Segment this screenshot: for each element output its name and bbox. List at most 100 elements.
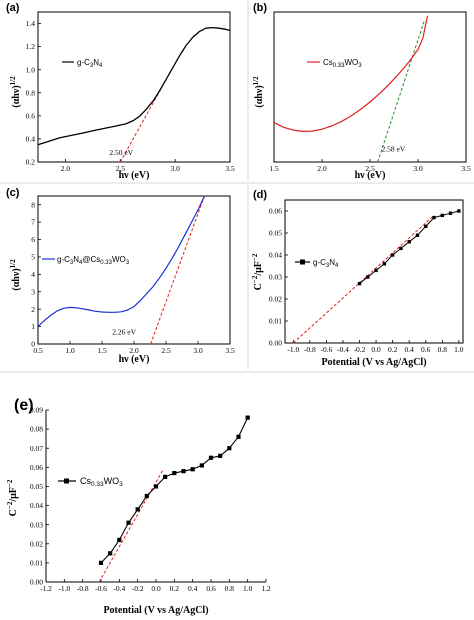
ticks: -1.0 -0.8 -0.6 -0.4 -0.2 0.0 0.2 0.4 0.6 0.8 1.0 0.… xyxy=(269,207,464,354)
legend-marker xyxy=(300,259,305,265)
y-tick-label: 0.6 xyxy=(26,111,36,120)
legend-label: Cs0.33WO3 xyxy=(80,476,123,488)
y-tick-label: 0.00 xyxy=(30,578,43,587)
data-point xyxy=(218,453,223,458)
y-tick-label: 1 xyxy=(31,322,35,331)
y-tick-label: 3 xyxy=(31,287,35,296)
plot-frame xyxy=(37,11,231,163)
x-tick-label: 2.5 xyxy=(161,346,171,355)
data-point xyxy=(382,262,387,266)
legend-marker xyxy=(64,478,69,484)
y-tick-label: 0.08 xyxy=(30,425,43,434)
y-tick-label: 2 xyxy=(31,305,35,314)
x-tick-label: -1.0 xyxy=(58,584,70,593)
panel-c: 0.5 1.0 1.5 2.0 2.5 3.0 3.5 0 1 2 3 4 5 6 7 8 2.26 eV (… xyxy=(6,187,235,365)
panel-label: (d) xyxy=(253,189,267,201)
x-tick-label: 1.2 xyxy=(261,584,271,593)
panel-a: 2.0 2.5 3.0 3.5 0.2 0.4 0.6 0.8 1.0 1.2 1.4 2.50 e… xyxy=(6,2,235,181)
y-tick-label: 0.04 xyxy=(269,251,282,260)
data-point xyxy=(227,446,232,451)
x-tick-label: 0.2 xyxy=(170,584,180,593)
x-tick-label: 3.0 xyxy=(193,346,203,355)
fit-line xyxy=(98,468,164,583)
fit-line xyxy=(150,195,205,345)
data-point xyxy=(245,415,250,420)
data-point xyxy=(126,520,131,525)
x-tick-label: -0.4 xyxy=(337,345,349,354)
x-tick-label: 1.5 xyxy=(269,164,279,173)
data-point xyxy=(199,463,204,468)
x-tick-label: -0.6 xyxy=(320,345,332,354)
y-axis-label: (αhν)1/2 xyxy=(252,76,265,108)
annotation: 2.26 eV xyxy=(112,327,136,336)
x-tick-label: 0.0 xyxy=(151,584,161,593)
x-tick-label: -1.0 xyxy=(287,345,299,354)
x-tick-label: 2.0 xyxy=(317,164,327,173)
data-point xyxy=(374,268,378,273)
y-axis-label: C−2/μF−2 xyxy=(251,253,264,290)
y-tick-label: 1.0 xyxy=(26,65,36,74)
panel-label: (e) xyxy=(14,397,34,414)
x-axis-label: hν (eV) xyxy=(119,170,150,181)
y-tick-label: 0 xyxy=(31,340,35,349)
plot-area: 2.50 eV xyxy=(37,26,231,163)
data-point xyxy=(440,213,445,218)
x-tick-label: 2.5 xyxy=(116,164,126,173)
panel-b: 1.5 2.0 2.5 3.0 3.5 2.58 eV (b) hν (eV) (αhν… xyxy=(252,2,471,181)
y-tick-label: 0.06 xyxy=(30,463,43,472)
y-tick-label: 6 xyxy=(31,235,35,244)
legend-label: g-C3N4 xyxy=(77,58,103,69)
data-point xyxy=(457,209,461,213)
x-tick-label: -0.8 xyxy=(77,584,89,593)
y-axis-label: (αhν)1/2 xyxy=(9,259,22,291)
plot-frame xyxy=(284,199,464,344)
x-tick-label: -1.2 xyxy=(40,584,52,593)
data-point xyxy=(399,246,403,251)
data-point xyxy=(366,275,370,279)
y-tick-label: 0.00 xyxy=(269,339,282,348)
y-tick-label: 0.03 xyxy=(269,273,282,282)
x-tick-label: -0.2 xyxy=(354,345,366,354)
panel-label: (b) xyxy=(253,2,267,14)
x-tick-label: 0.8 xyxy=(438,345,448,354)
y-tick-label: 7 xyxy=(31,218,35,227)
annotation: 2.58 eV xyxy=(382,145,406,154)
fit-line xyxy=(119,86,163,163)
y-tick-label: 8 xyxy=(31,200,35,209)
y-axis-label: C−2/μF−2 xyxy=(6,479,19,516)
data-point xyxy=(135,507,140,512)
data-point xyxy=(236,434,241,439)
plot-area: 2.26 eV xyxy=(37,195,205,345)
fit-line xyxy=(377,19,426,163)
data-point xyxy=(424,224,428,229)
x-axis-label: hν (eV) xyxy=(119,354,150,365)
legend-label: g-C3N4@Cs0.33WO3 xyxy=(57,255,130,266)
data-point xyxy=(190,467,195,472)
y-tick-label: 0.01 xyxy=(269,317,282,326)
x-axis-label: hν (eV) xyxy=(355,170,386,181)
plot-frame xyxy=(37,195,231,345)
y-tick-label: 0.05 xyxy=(269,229,282,238)
annotation: 2.50 eV xyxy=(109,148,133,157)
x-tick-label: 0.6 xyxy=(206,584,216,593)
x-tick-label: 3.5 xyxy=(225,164,235,173)
x-tick-label: 3.5 xyxy=(225,346,235,355)
data-point xyxy=(144,493,149,499)
x-tick-label: 1.5 xyxy=(97,346,107,355)
data-point xyxy=(172,470,177,476)
x-tick-label: 3.0 xyxy=(170,164,180,173)
data-point xyxy=(448,211,453,215)
plot-frame xyxy=(273,11,467,163)
x-tick-label: -0.4 xyxy=(113,584,125,593)
x-tick-label: -0.8 xyxy=(304,345,316,354)
x-tick-label: 0.4 xyxy=(404,345,414,354)
plot-area xyxy=(98,415,250,583)
data-point xyxy=(117,537,122,543)
data-point xyxy=(181,469,186,474)
x-tick-label: 0.2 xyxy=(388,345,398,354)
y-tick-label: 0.03 xyxy=(30,520,43,529)
x-tick-label: 0.8 xyxy=(225,584,235,593)
data-point xyxy=(407,240,411,244)
x-tick-label: 3.5 xyxy=(461,164,471,173)
x-tick-label: 2.5 xyxy=(365,164,375,173)
